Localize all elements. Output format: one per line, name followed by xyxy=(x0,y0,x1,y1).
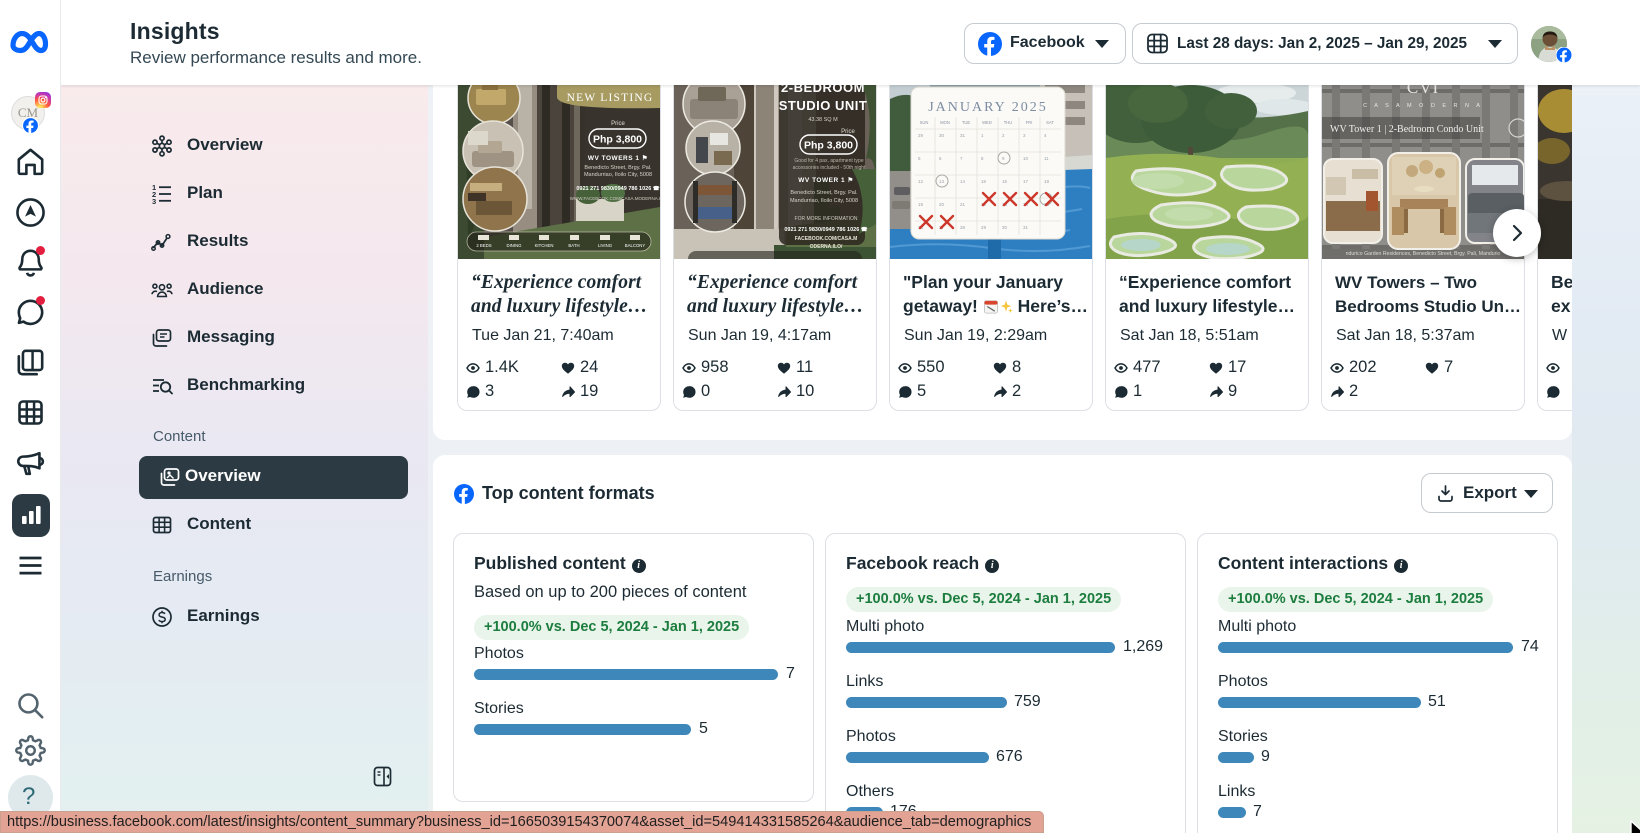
svg-text:Mandurriao, Iloilo City, 5008: Mandurriao, Iloilo City, 5008 xyxy=(790,198,858,204)
svg-text:FOR MORE INFORMATION: FOR MORE INFORMATION xyxy=(795,216,858,222)
svg-text:Price: Price xyxy=(841,129,855,135)
svg-text:18: 18 xyxy=(1044,179,1050,184)
svg-text:4: 4 xyxy=(1044,133,1047,138)
svg-text:15: 15 xyxy=(981,179,987,184)
svg-text:30: 30 xyxy=(939,133,945,138)
svg-text:Price: Price xyxy=(611,121,625,127)
svg-text:Good for 4 pax, apartment type: Good for 4 pax, apartment type xyxy=(794,158,863,164)
svg-text:ODERNA.ILO/: ODERNA.ILO/ xyxy=(810,244,843,250)
svg-text:2 BEDS: 2 BEDS xyxy=(476,243,491,248)
svg-text:7: 7 xyxy=(960,156,963,161)
svg-text:FRI: FRI xyxy=(1026,120,1033,125)
svg-text:DINING: DINING xyxy=(506,243,522,248)
svg-text:17: 17 xyxy=(1023,179,1029,184)
svg-text:Php 3,800: Php 3,800 xyxy=(804,140,853,152)
svg-text:Benedicto Street, Brgy. Pal.: Benedicto Street, Brgy. Pal. xyxy=(584,165,652,171)
svg-text:5: 5 xyxy=(918,156,921,161)
svg-text:11: 11 xyxy=(1044,156,1049,161)
svg-text:0921 271 9830/0949 786 1026 ☎: 0921 271 9830/0949 786 1026 ☎ xyxy=(576,185,660,192)
svg-text:13: 13 xyxy=(939,179,945,184)
svg-text:WV TOWER 1 ⚑: WV TOWER 1 ⚑ xyxy=(798,176,853,184)
svg-text:JANUARY 2025: JANUARY 2025 xyxy=(928,100,1048,115)
svg-text:NEW LISTING: NEW LISTING xyxy=(567,92,654,104)
svg-text:16: 16 xyxy=(1002,179,1008,184)
svg-text:MON: MON xyxy=(940,120,950,125)
svg-text:8: 8 xyxy=(981,156,984,161)
svg-text:SAT: SAT xyxy=(1046,120,1054,125)
svg-text:1: 1 xyxy=(981,133,984,138)
svg-text:ndurico Garden Residences, Ben: ndurico Garden Residences, Benedicto Str… xyxy=(1346,251,1501,257)
svg-text:CM: CM xyxy=(18,105,39,120)
svg-text:THU: THU xyxy=(1004,120,1013,125)
svg-text:31: 31 xyxy=(960,133,966,138)
svg-text:14: 14 xyxy=(960,179,966,184)
svg-text:29: 29 xyxy=(918,133,924,138)
svg-text:Php 3,800: Php 3,800 xyxy=(593,134,642,146)
svg-text:21: 21 xyxy=(960,202,966,207)
svg-text:2: 2 xyxy=(152,190,156,199)
svg-text:19: 19 xyxy=(918,202,924,207)
svg-text:Benedicto Street, Brgy. Pal.: Benedicto Street, Brgy. Pal. xyxy=(790,190,858,196)
svg-text:3: 3 xyxy=(152,197,156,205)
svg-text:TUE: TUE xyxy=(962,120,971,125)
svg-text:FACEBOOK.COM/CASA.M: FACEBOOK.COM/CASA.M xyxy=(795,236,858,242)
svg-text:2: 2 xyxy=(1002,133,1005,138)
svg-text:WWW.FACEBOOK.COM/CASA.MODERNA.: WWW.FACEBOOK.COM/CASA.MODERNA.ILO xyxy=(570,196,660,201)
svg-text:3: 3 xyxy=(1023,133,1026,138)
svg-text:accessories included - 50th ni: accessories included - 50th night xyxy=(793,165,866,171)
svg-text:WV Tower 1 | 2-Bedroom Condo U: WV Tower 1 | 2-Bedroom Condo Unit xyxy=(1330,124,1484,135)
svg-text:C A S A M O D E R N A: C A S A M O D E R N A xyxy=(1363,103,1483,109)
svg-text:31: 31 xyxy=(1023,225,1029,230)
svg-text:9: 9 xyxy=(1002,156,1005,161)
svg-text:0921 271 9830/0949 786 1026 ☎: 0921 271 9830/0949 786 1026 ☎ xyxy=(784,226,868,233)
svg-text:KITCHEN: KITCHEN xyxy=(535,243,554,248)
svg-text:28: 28 xyxy=(960,225,966,230)
svg-text:43.38 SQ M: 43.38 SQ M xyxy=(808,117,838,123)
svg-text:12: 12 xyxy=(918,179,924,184)
svg-text:6: 6 xyxy=(939,156,942,161)
svg-text:STUDIO UNIT: STUDIO UNIT xyxy=(779,98,868,113)
svg-text:20: 20 xyxy=(939,202,945,207)
svg-text:WED: WED xyxy=(982,120,992,125)
svg-text:Mandurriao, Iloilo City, 5008: Mandurriao, Iloilo City, 5008 xyxy=(584,172,652,178)
svg-text:BALCONY: BALCONY xyxy=(625,243,646,248)
svg-text:LIVING: LIVING xyxy=(598,243,613,248)
svg-text:1: 1 xyxy=(152,183,156,192)
svg-text:30: 30 xyxy=(1002,225,1008,230)
svg-text:BATH: BATH xyxy=(568,243,579,248)
svg-text:WV TOWERS 1 ⚑: WV TOWERS 1 ⚑ xyxy=(588,154,648,162)
svg-text:SUN: SUN xyxy=(920,120,929,125)
svg-text:10: 10 xyxy=(1023,156,1029,161)
svg-text:29: 29 xyxy=(981,225,987,230)
